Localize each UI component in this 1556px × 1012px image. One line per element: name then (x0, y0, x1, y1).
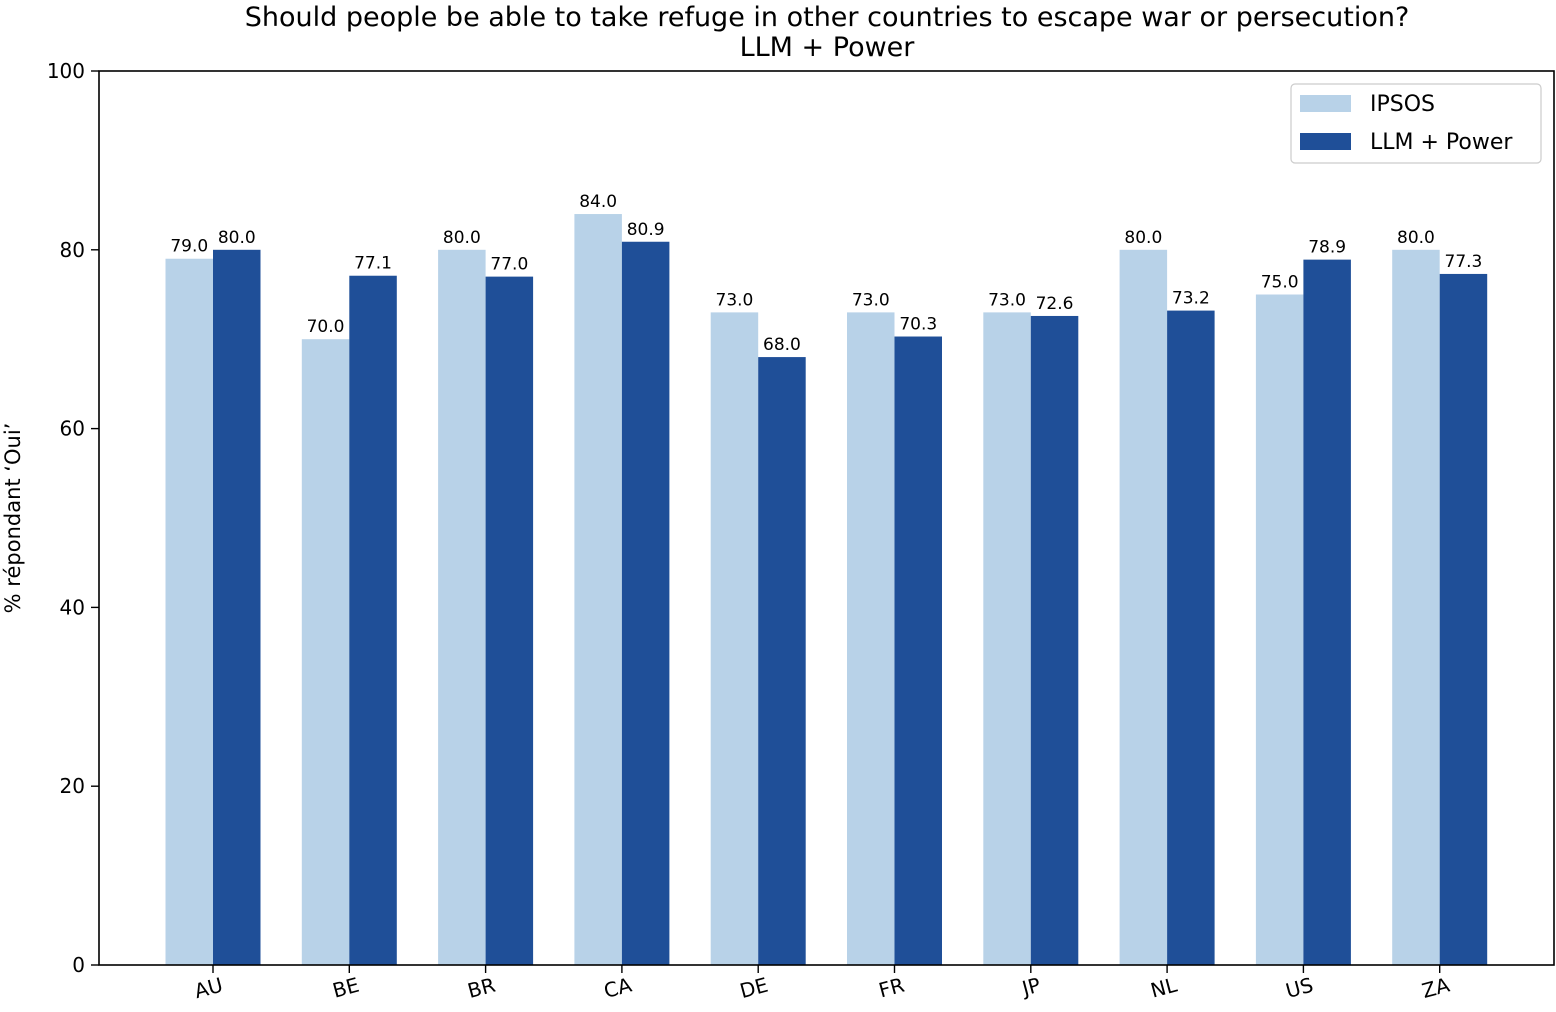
value-label-llm-power-be: 77.1 (354, 254, 392, 274)
x-axis: AU BE BR CA DE FR JP NL US ZA (192, 965, 1452, 1004)
value-label-ipsos-ca: 84.0 (579, 192, 617, 212)
value-label-llm-power-fr: 70.3 (899, 315, 937, 335)
legend: IPSOS LLM + Power (1290, 83, 1542, 164)
bar-llm-power-ca (621, 241, 670, 965)
bar-llm-power-us (1303, 259, 1351, 965)
bar-llm-power-fr (894, 336, 942, 965)
value-label-ipsos-nl: 80.0 (1124, 228, 1162, 248)
value-label-llm-power-ca: 80.9 (627, 220, 665, 240)
x-tick-label-de: DE (737, 973, 770, 1003)
y-tick-label-60: 60 (60, 417, 85, 441)
value-label-ipsos-br: 80.0 (443, 228, 481, 248)
value-label-llm-power-us: 78.9 (1308, 238, 1346, 258)
legend-swatch-llm-power (1300, 133, 1351, 150)
x-tick-label-ca: CA (601, 973, 634, 1003)
x-tick-label-au: AU (192, 973, 226, 1004)
bars-group (165, 214, 1488, 966)
legend-label-llm-power: LLM + Power (1370, 130, 1513, 155)
bar-ipsos-ca (574, 214, 622, 966)
chart-title: Should people be able to take refuge in … (245, 2, 1410, 33)
x-tick-label-be: BE (330, 973, 362, 1003)
bar-llm-power-br (485, 276, 534, 965)
value-label-llm-power-au: 80.0 (218, 228, 256, 248)
x-tick-label-us: US (1283, 973, 1316, 1003)
bar-ipsos-fr (847, 312, 895, 965)
bar-ipsos-jp (983, 312, 1031, 965)
y-tick-label-20: 20 (60, 774, 85, 798)
bar-llm-power-au (213, 249, 261, 966)
plot-frame (98, 70, 1555, 966)
y-axis-label: % répondant ‘Oui’ (1, 423, 25, 614)
y-tick-label-80: 80 (60, 238, 85, 262)
y-axis: 0 20 40 60 80 100 (47, 59, 99, 977)
x-tick-label-jp: JP (1018, 973, 1043, 1001)
x-tick-label-za: ZA (1419, 973, 1452, 1003)
value-label-llm-power-za: 77.3 (1445, 252, 1483, 272)
bar-ipsos-au (165, 258, 213, 965)
value-label-llm-power-nl: 73.2 (1172, 289, 1210, 309)
bar-ipsos-us (1255, 294, 1304, 965)
y-tick-label-40: 40 (60, 595, 85, 619)
x-tick-label-nl: NL (1148, 972, 1180, 1002)
bar-ipsos-de (710, 312, 759, 965)
value-label-llm-power-jp: 72.6 (1036, 294, 1074, 314)
value-label-ipsos-fr: 73.0 (852, 290, 890, 310)
bar-ipsos-be (301, 339, 350, 965)
y-tick-label-100: 100 (47, 59, 85, 83)
value-label-llm-power-de: 68.0 (763, 335, 801, 355)
bar-llm-power-be (349, 275, 397, 966)
value-label-ipsos-us: 75.0 (1261, 273, 1299, 293)
value-label-ipsos-be: 70.0 (307, 317, 345, 337)
bar-llm-power-nl (1167, 310, 1215, 966)
legend-label-ipsos: IPSOS (1370, 92, 1435, 117)
value-label-ipsos-jp: 73.0 (988, 290, 1026, 310)
bar-ipsos-br (438, 249, 486, 966)
value-labels-group: 79.0 80.0 70.0 77.1 80.0 77.0 84.0 80.9 73.0 68.0… (170, 192, 1482, 355)
chart-subtitle: LLM + Power (740, 32, 916, 63)
legend-swatch-ipsos (1300, 95, 1351, 112)
value-label-ipsos-au: 79.0 (170, 237, 208, 257)
bar-llm-power-de (758, 357, 806, 966)
bar-llm-power-jp (1030, 315, 1079, 966)
x-tick-label-br: BR (465, 973, 498, 1003)
x-tick-label-fr: FR (876, 973, 907, 1003)
value-label-ipsos-za: 80.0 (1397, 228, 1435, 248)
bar-ipsos-nl (1119, 249, 1168, 966)
bar-ipsos-za (1392, 249, 1440, 966)
value-label-llm-power-br: 77.0 (490, 255, 528, 275)
bar-llm-power-za (1439, 273, 1488, 965)
value-label-ipsos-de: 73.0 (716, 290, 754, 310)
legend-box (1290, 83, 1542, 164)
y-tick-label-0: 0 (72, 953, 85, 977)
